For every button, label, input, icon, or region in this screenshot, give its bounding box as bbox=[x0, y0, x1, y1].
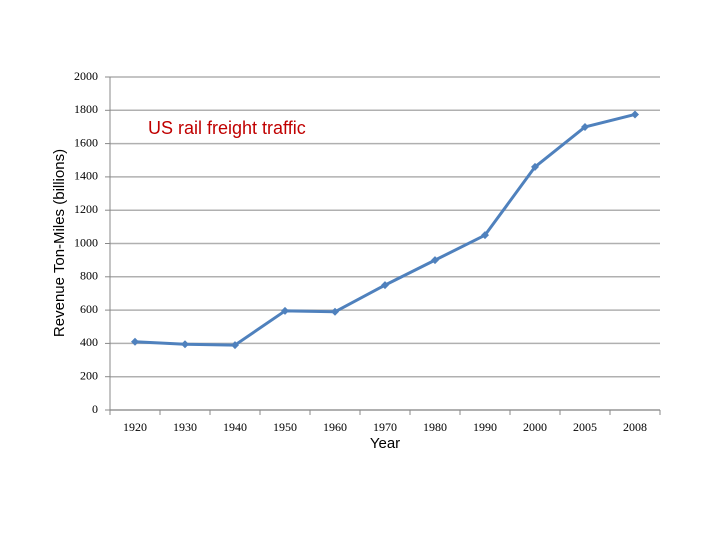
y-axis-label: Revenue Ton-Miles (billions) bbox=[51, 149, 68, 337]
data-point bbox=[481, 231, 489, 240]
data-point bbox=[131, 337, 139, 346]
data-point bbox=[281, 306, 289, 315]
x-tick-label: 1980 bbox=[423, 420, 447, 434]
x-tick-label: 2008 bbox=[623, 420, 647, 434]
x-tick-label: 1970 bbox=[373, 420, 397, 434]
data-point bbox=[431, 256, 439, 265]
data-point bbox=[331, 307, 339, 316]
y-tick-label: 600 bbox=[80, 302, 98, 316]
data-point bbox=[231, 341, 239, 350]
chart-title: US rail freight traffic bbox=[148, 118, 306, 138]
data-point bbox=[381, 281, 389, 290]
y-tick-label: 200 bbox=[80, 368, 98, 382]
data-point bbox=[181, 340, 189, 349]
y-tick-label: 1800 bbox=[74, 102, 98, 116]
y-tick-label: 800 bbox=[80, 269, 98, 283]
x-tick-label: 2005 bbox=[573, 420, 597, 434]
x-tick-label: 2000 bbox=[523, 420, 547, 434]
y-tick-label: 1600 bbox=[74, 135, 98, 149]
data-point bbox=[631, 110, 639, 119]
x-tick-label: 1920 bbox=[123, 420, 147, 434]
x-tick-label: 1950 bbox=[273, 420, 297, 434]
x-tick-label: 1990 bbox=[473, 420, 497, 434]
x-tick-label: 1960 bbox=[323, 420, 347, 434]
y-tick-label: 1000 bbox=[74, 235, 98, 249]
x-axis-label: Year bbox=[370, 435, 400, 452]
y-tick-label: 0 bbox=[92, 402, 98, 416]
x-tick-label: 1930 bbox=[173, 420, 197, 434]
data-point bbox=[531, 162, 539, 171]
data-point bbox=[581, 122, 589, 131]
y-tick-label: 2000 bbox=[74, 69, 98, 83]
y-tick-label: 400 bbox=[80, 335, 98, 349]
x-tick-label: 1940 bbox=[223, 420, 247, 434]
y-tick-label: 1400 bbox=[74, 169, 98, 183]
y-tick-label: 1200 bbox=[74, 202, 98, 216]
